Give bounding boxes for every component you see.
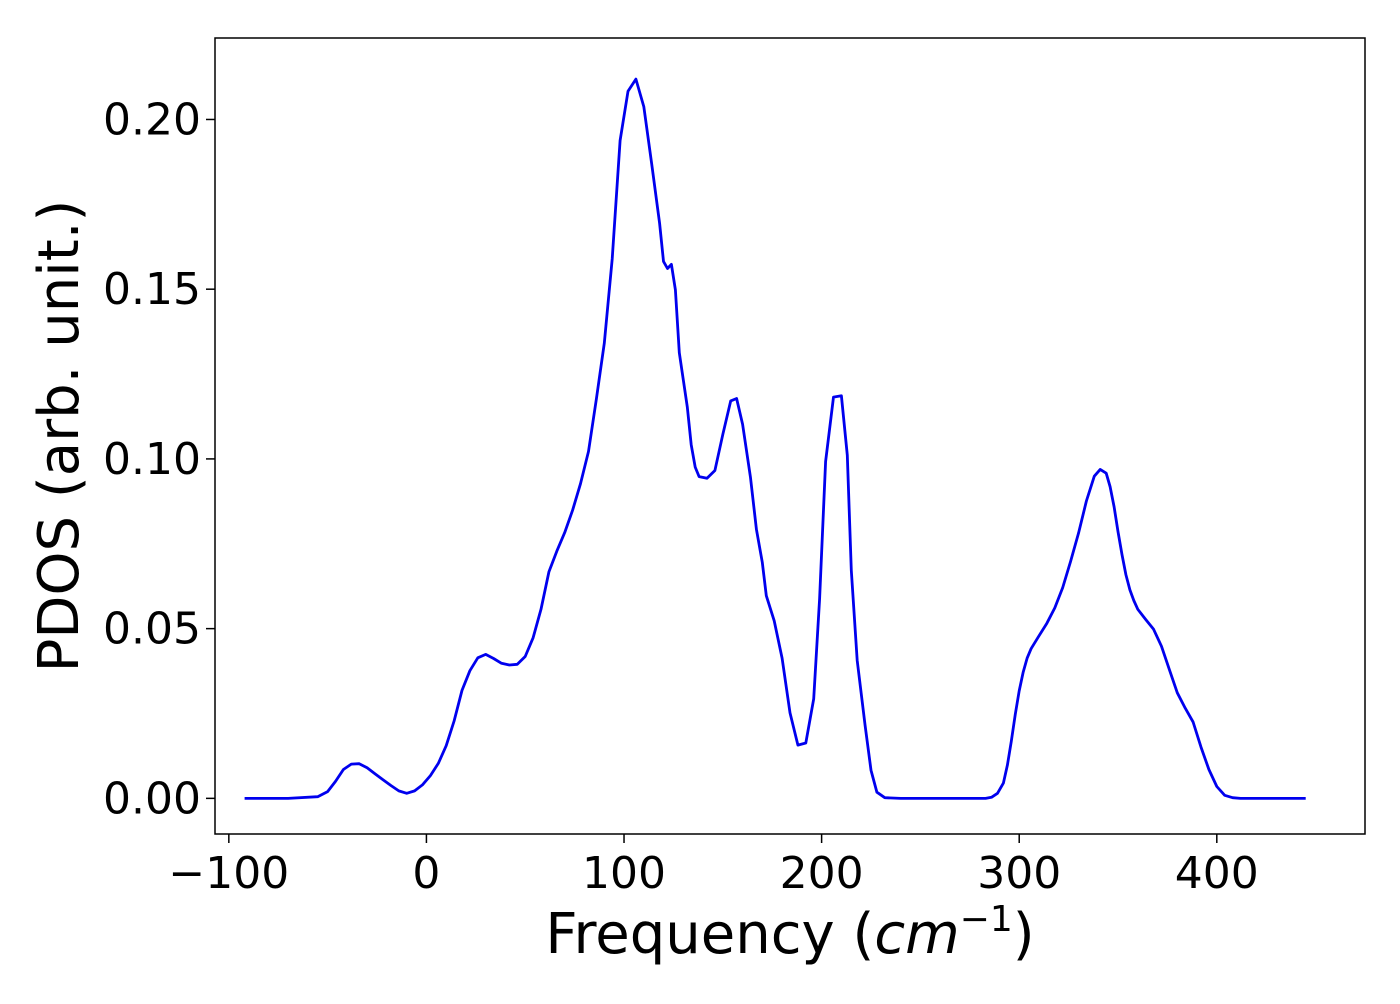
y-tick-label: 0.20 bbox=[103, 94, 201, 145]
y-tick-label: 0.10 bbox=[103, 434, 201, 485]
x-axis-ticks: −100 0 100 200 300 400 bbox=[168, 834, 1259, 899]
pdos-series-line-0 bbox=[244, 77, 1306, 800]
y-tick-label: 0.05 bbox=[103, 604, 201, 655]
plot-area bbox=[214, 37, 1366, 835]
y-axis-ticks: 0.00 0.05 0.10 0.15 0.20 bbox=[103, 94, 215, 824]
x-tick-label: 200 bbox=[780, 848, 864, 899]
y-axis-title: PDOS (arb. unit.) bbox=[27, 200, 92, 673]
data-layer bbox=[244, 77, 1306, 800]
x-axis-title-superscript: −1 bbox=[960, 899, 1013, 940]
y-tick-label: 0.15 bbox=[103, 264, 201, 315]
x-tick-label: 100 bbox=[582, 848, 666, 899]
x-tick-label: −100 bbox=[168, 848, 289, 899]
y-tick-label: 0.00 bbox=[103, 773, 201, 824]
x-tick-label: 300 bbox=[977, 848, 1061, 899]
x-axis-title-text: Frequency ( bbox=[545, 902, 874, 967]
x-axis-title-close: ) bbox=[1013, 902, 1035, 967]
x-axis-title: Frequency (cm−1) bbox=[545, 899, 1034, 967]
x-tick-label: 0 bbox=[412, 848, 440, 899]
axes-frame bbox=[214, 37, 1366, 835]
x-axis-title-math: cm bbox=[874, 902, 959, 967]
x-tick-label: 400 bbox=[1175, 848, 1259, 899]
